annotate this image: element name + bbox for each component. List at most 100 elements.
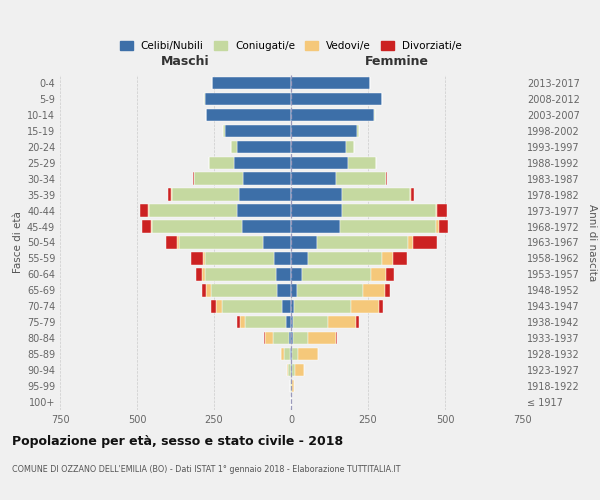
- Bar: [297, 284, 364, 296]
- Bar: [288, 364, 290, 376]
- Bar: [291, 188, 342, 201]
- Bar: [274, 252, 291, 264]
- Bar: [211, 300, 215, 312]
- Bar: [222, 300, 282, 312]
- Bar: [291, 172, 335, 185]
- Y-axis label: Fasce di età: Fasce di età: [13, 212, 23, 274]
- Bar: [223, 124, 225, 137]
- Bar: [291, 204, 342, 217]
- Bar: [272, 332, 289, 344]
- Bar: [151, 220, 152, 233]
- Bar: [291, 108, 374, 121]
- Bar: [292, 380, 294, 392]
- Bar: [295, 364, 304, 376]
- Bar: [308, 332, 335, 344]
- Bar: [277, 284, 291, 296]
- Bar: [196, 268, 202, 280]
- Bar: [264, 332, 265, 344]
- Text: Femmine: Femmine: [365, 56, 429, 68]
- Bar: [289, 332, 291, 344]
- Bar: [437, 204, 446, 217]
- Y-axis label: Anni di nascita: Anni di nascita: [587, 204, 596, 281]
- Bar: [282, 300, 291, 312]
- Bar: [140, 204, 148, 217]
- Bar: [225, 124, 291, 137]
- Bar: [202, 268, 205, 280]
- Bar: [374, 108, 375, 121]
- Bar: [342, 188, 410, 201]
- Bar: [413, 236, 437, 248]
- Bar: [290, 348, 291, 360]
- Bar: [291, 332, 293, 344]
- Bar: [379, 300, 383, 312]
- Bar: [203, 252, 205, 264]
- Bar: [291, 156, 348, 169]
- Bar: [328, 316, 356, 328]
- Bar: [177, 236, 179, 248]
- Bar: [240, 316, 245, 328]
- Bar: [308, 252, 382, 264]
- Bar: [302, 268, 371, 280]
- Bar: [346, 140, 354, 153]
- Bar: [191, 252, 203, 264]
- Bar: [291, 140, 346, 153]
- Bar: [382, 252, 392, 264]
- Bar: [281, 348, 284, 360]
- Bar: [275, 268, 291, 280]
- Bar: [291, 220, 340, 233]
- Bar: [291, 268, 302, 280]
- Bar: [408, 236, 413, 248]
- Bar: [242, 220, 291, 233]
- Bar: [291, 364, 292, 376]
- Bar: [234, 156, 291, 169]
- Bar: [436, 204, 437, 217]
- Bar: [293, 332, 308, 344]
- Bar: [348, 156, 376, 169]
- Bar: [294, 300, 351, 312]
- Bar: [284, 348, 290, 360]
- Bar: [209, 156, 234, 169]
- Bar: [291, 77, 370, 89]
- Bar: [193, 172, 194, 185]
- Bar: [291, 380, 292, 392]
- Bar: [291, 252, 308, 264]
- Bar: [149, 204, 237, 217]
- Bar: [291, 236, 317, 248]
- Bar: [356, 316, 359, 328]
- Bar: [194, 172, 243, 185]
- Bar: [245, 316, 286, 328]
- Text: Maschi: Maschi: [160, 56, 209, 68]
- Bar: [239, 188, 291, 201]
- Bar: [215, 300, 222, 312]
- Bar: [291, 92, 382, 105]
- Bar: [243, 172, 291, 185]
- Bar: [152, 220, 242, 233]
- Bar: [290, 380, 291, 392]
- Bar: [291, 124, 357, 137]
- Bar: [351, 300, 379, 312]
- Bar: [204, 92, 205, 105]
- Bar: [205, 252, 274, 264]
- Text: COMUNE DI OZZANO DELL'EMILIA (BO) - Dati ISTAT 1° gennaio 2018 - Elaborazione TU: COMUNE DI OZZANO DELL'EMILIA (BO) - Dati…: [12, 465, 401, 474]
- Legend: Celibi/Nubili, Coniugati/e, Vedovi/e, Divorziati/e: Celibi/Nubili, Coniugati/e, Vedovi/e, Di…: [116, 36, 466, 55]
- Bar: [371, 268, 386, 280]
- Bar: [205, 268, 275, 280]
- Bar: [172, 188, 239, 201]
- Bar: [436, 220, 439, 233]
- Bar: [169, 188, 172, 201]
- Bar: [291, 316, 293, 328]
- Bar: [237, 316, 240, 328]
- Bar: [205, 92, 291, 105]
- Bar: [392, 252, 407, 264]
- Bar: [439, 220, 448, 233]
- Bar: [179, 236, 263, 248]
- Bar: [385, 284, 389, 296]
- Bar: [292, 364, 295, 376]
- Bar: [293, 316, 328, 328]
- Bar: [291, 284, 297, 296]
- Text: Popolazione per età, sesso e stato civile - 2018: Popolazione per età, sesso e stato civil…: [12, 435, 343, 448]
- Bar: [340, 220, 436, 233]
- Bar: [386, 268, 394, 280]
- Bar: [206, 284, 211, 296]
- Bar: [364, 284, 385, 296]
